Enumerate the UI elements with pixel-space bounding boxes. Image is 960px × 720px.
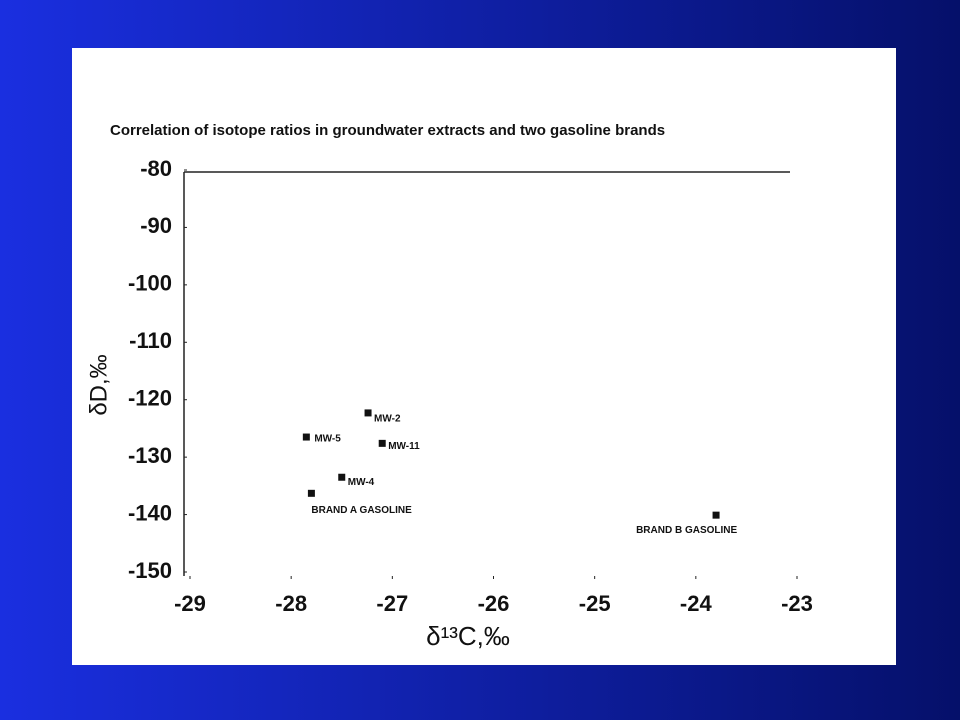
panel	[72, 48, 896, 665]
point	[302, 433, 310, 441]
point-label: BRAND B GASOLINE	[636, 525, 737, 536]
x-axis-label: δ¹³C,‰	[426, 621, 510, 651]
y-tick-label: -100	[128, 271, 172, 296]
y-tick-label: -90	[140, 213, 172, 238]
y-tick-label: -150	[128, 558, 172, 583]
y-tick-label: -120	[128, 386, 172, 411]
point-label: MW-11	[388, 441, 420, 452]
point	[307, 489, 315, 497]
y-tick-label: -110	[129, 328, 172, 353]
y-axis-label: δD,‰	[85, 354, 112, 415]
point-label: MW-2	[374, 414, 401, 425]
point-label: MW-5	[314, 434, 341, 445]
x-tick-label: -25	[579, 591, 611, 616]
x-tick-label: -27	[376, 591, 408, 616]
point	[364, 409, 372, 417]
x-tick-label: -28	[275, 591, 307, 616]
point	[712, 511, 720, 519]
x-tick-label: -23	[781, 591, 813, 616]
y-tick-label: -140	[128, 500, 172, 525]
y-tick-label: -80	[140, 156, 172, 181]
y-tick-label: -130	[128, 443, 172, 468]
x-tick-label: -26	[478, 591, 510, 616]
x-tick-label: -29	[174, 591, 206, 616]
x-tick-label: -24	[680, 591, 713, 616]
chart-title: Correlation of isotope ratios in groundw…	[110, 122, 665, 139]
point-label: MW-4	[348, 477, 375, 488]
point	[338, 473, 346, 481]
point-label: BRAND A GASOLINE	[311, 505, 412, 516]
point	[378, 439, 386, 447]
